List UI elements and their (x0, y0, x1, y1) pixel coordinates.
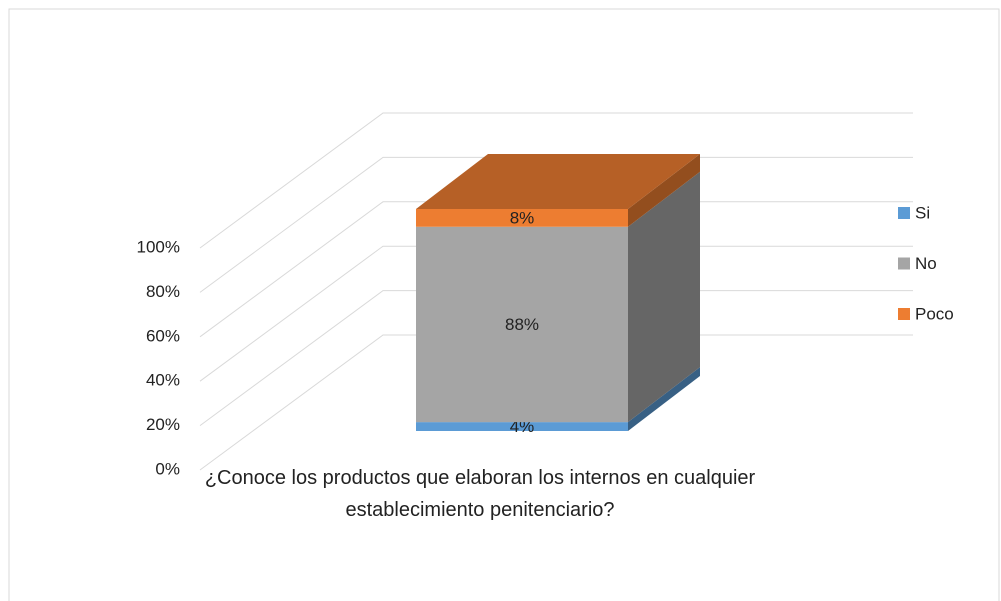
y-tick-label: 0% (155, 459, 180, 478)
legend-label: Poco (915, 304, 954, 323)
y-tick-label: 40% (146, 371, 180, 390)
bar-side (628, 367, 700, 431)
bar-top (416, 154, 700, 209)
legend-swatch (898, 257, 910, 270)
category-label: ¿Conoce los productos que elaboran los i… (204, 467, 756, 521)
legend-label: Si (915, 203, 930, 222)
data-label: 8% (510, 208, 535, 227)
bar (416, 209, 628, 227)
legend-swatch (898, 308, 910, 320)
legend-label: No (915, 254, 937, 273)
y-tick-label: 60% (146, 326, 180, 345)
chart-frame (8, 8, 1000, 601)
y-tick-label: 80% (146, 282, 180, 301)
legend-swatch (898, 207, 910, 219)
bar (416, 226, 628, 423)
grid-line (199, 245, 913, 382)
y-tick-label: 100% (137, 237, 180, 256)
bar-side (628, 154, 700, 227)
grid-line (199, 156, 913, 293)
grid-line (199, 290, 913, 427)
grid-line (199, 201, 913, 338)
y-tick-label: 20% (146, 415, 180, 434)
bar-side (628, 171, 700, 423)
grid-line (199, 112, 913, 249)
data-label: 88% (505, 315, 539, 334)
grid-line (199, 334, 913, 471)
bar (416, 422, 628, 431)
